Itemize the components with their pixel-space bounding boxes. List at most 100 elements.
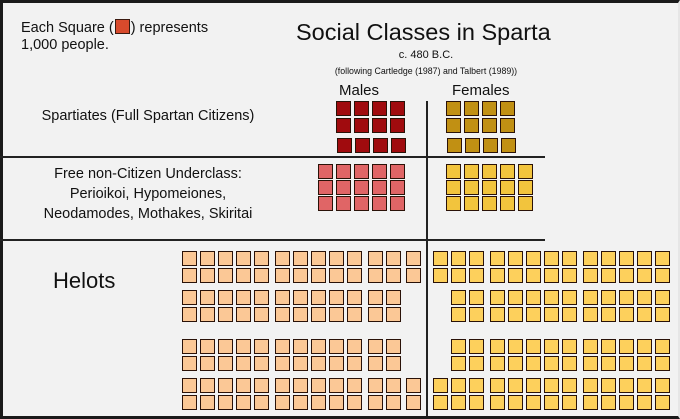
underclass-line1: Free non-Citizen Underclass: xyxy=(54,166,242,182)
square-helot-male xyxy=(275,290,290,305)
legend: Each Square () represents 1,000 people. xyxy=(21,19,208,54)
square-helot-female xyxy=(583,378,598,393)
square-underclass-male xyxy=(336,180,351,195)
square-helot-female xyxy=(562,356,577,371)
square-helot-female xyxy=(583,356,598,371)
square-helot-male xyxy=(236,395,251,410)
square-helot-female xyxy=(562,339,577,354)
square-helot-female xyxy=(508,356,523,371)
square-helot-female xyxy=(619,339,634,354)
column-header-males: Males xyxy=(339,82,380,99)
square-helot-female xyxy=(451,339,466,354)
square-helot-female xyxy=(583,395,598,410)
square-helot-male xyxy=(368,339,383,354)
square-helot-male xyxy=(311,378,326,393)
square-helot-male xyxy=(347,290,362,305)
square-helot-male xyxy=(218,356,233,371)
square-helot-female xyxy=(526,339,541,354)
square-helot-female xyxy=(508,251,523,266)
chart-subtitle: c. 480 B.C. xyxy=(398,49,454,61)
square-helot-male xyxy=(311,307,326,322)
square-helot-female xyxy=(508,339,523,354)
square-spartiate-male xyxy=(390,101,405,116)
square-helot-female xyxy=(655,268,670,283)
square-underclass-male xyxy=(318,180,333,195)
square-helot-male xyxy=(406,251,421,266)
square-helot-female xyxy=(490,395,505,410)
square-helot-male xyxy=(236,307,251,322)
square-helot-female xyxy=(655,395,670,410)
square-helot-male xyxy=(293,339,308,354)
square-helot-female xyxy=(562,290,577,305)
square-helot-male xyxy=(386,356,401,371)
square-helot-male xyxy=(254,307,269,322)
square-helot-female xyxy=(637,339,652,354)
square-helot-female xyxy=(490,339,505,354)
square-helot-female xyxy=(601,251,616,266)
square-underclass-female xyxy=(464,164,479,179)
square-helot-male xyxy=(218,395,233,410)
square-helot-male xyxy=(200,268,215,283)
square-helot-female xyxy=(508,307,523,322)
square-helot-male xyxy=(275,356,290,371)
square-helot-male xyxy=(311,395,326,410)
square-helot-female xyxy=(619,307,634,322)
square-helot-male xyxy=(347,251,362,266)
square-helot-male xyxy=(293,395,308,410)
row-label-spartiates: Spartiates (Full Spartan Citizens) xyxy=(41,108,255,124)
square-helot-male xyxy=(347,395,362,410)
square-helot-female xyxy=(637,290,652,305)
square-spartiate-male xyxy=(337,138,352,153)
square-helot-male xyxy=(386,395,401,410)
square-helot-male xyxy=(200,307,215,322)
underclass-line2: Perioikoi, Hypomeiones, xyxy=(69,186,227,202)
square-spartiate-female xyxy=(482,101,497,116)
square-helot-female xyxy=(469,251,484,266)
square-helot-male xyxy=(254,251,269,266)
square-helot-male xyxy=(182,356,197,371)
square-helot-female xyxy=(583,290,598,305)
square-spartiate-male xyxy=(354,101,369,116)
square-helot-male xyxy=(236,378,251,393)
square-underclass-male xyxy=(354,180,369,195)
square-helot-male xyxy=(218,251,233,266)
square-underclass-female xyxy=(500,180,515,195)
square-helot-male xyxy=(347,378,362,393)
row-divider-1 xyxy=(0,156,545,158)
square-helot-male xyxy=(386,339,401,354)
square-underclass-male xyxy=(336,164,351,179)
square-helot-female xyxy=(508,290,523,305)
square-underclass-male xyxy=(390,180,405,195)
square-spartiate-female xyxy=(500,118,515,133)
square-helot-male xyxy=(182,290,197,305)
square-helot-female xyxy=(526,356,541,371)
square-helot-female xyxy=(469,307,484,322)
square-helot-male xyxy=(368,251,383,266)
square-underclass-female xyxy=(446,180,461,195)
square-helot-female xyxy=(469,290,484,305)
square-helot-female xyxy=(601,307,616,322)
square-helot-male xyxy=(406,268,421,283)
square-helot-male xyxy=(311,339,326,354)
square-helot-male xyxy=(293,356,308,371)
square-helot-female xyxy=(601,356,616,371)
square-helot-male xyxy=(293,307,308,322)
square-helot-male xyxy=(368,268,383,283)
square-helot-female xyxy=(508,378,523,393)
square-helot-female xyxy=(619,251,634,266)
square-spartiate-female xyxy=(500,101,515,116)
square-helot-male xyxy=(329,356,344,371)
square-underclass-female xyxy=(464,196,479,211)
square-helot-male xyxy=(368,290,383,305)
row-label-helots: Helots xyxy=(53,268,116,293)
square-helot-male xyxy=(347,356,362,371)
square-helot-female xyxy=(562,378,577,393)
square-helot-female xyxy=(562,268,577,283)
square-helot-female xyxy=(490,268,505,283)
square-helot-female xyxy=(601,268,616,283)
square-underclass-male xyxy=(372,164,387,179)
square-helot-male xyxy=(329,395,344,410)
square-helot-male xyxy=(406,378,421,393)
square-helot-female xyxy=(433,378,448,393)
square-helot-male xyxy=(218,339,233,354)
